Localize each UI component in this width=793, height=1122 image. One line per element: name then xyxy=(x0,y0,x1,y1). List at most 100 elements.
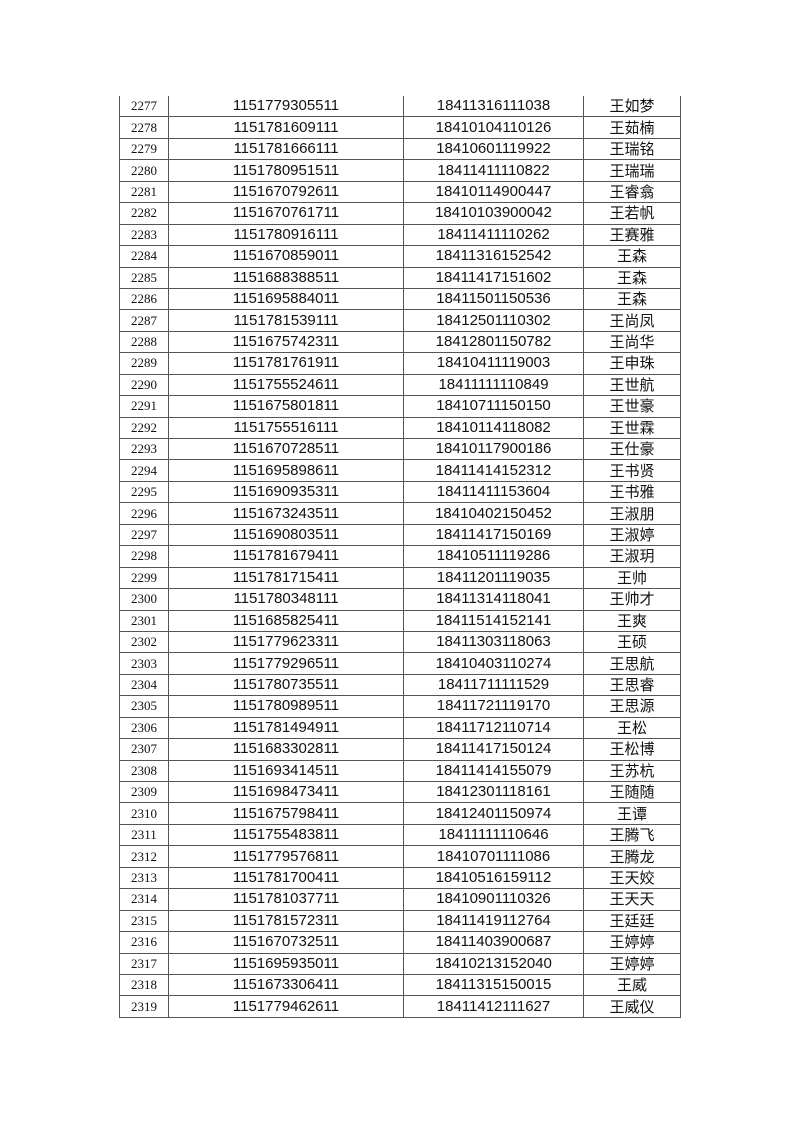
row-number-cell: 2282 xyxy=(119,202,169,225)
row-number-cell: 2313 xyxy=(119,866,169,890)
person-name-cell: 王苏杭 xyxy=(583,759,681,783)
row-number-cell: 2310 xyxy=(119,802,169,825)
exam-code-cell: 18411712110714 xyxy=(403,716,584,740)
exam-code-cell: 18411711111529 xyxy=(403,673,584,697)
table-row: 2300 1151780348111 18411314118041 王帅才 xyxy=(119,588,681,611)
person-name-cell: 王瑞瑞 xyxy=(583,159,681,182)
row-number-cell: 2318 xyxy=(119,973,169,997)
exam-code-cell: 18411111110849 xyxy=(403,373,584,397)
id-number-cell: 1151688388511 xyxy=(168,266,404,289)
table-row: 2316 1151670732511 18411403900687 王婷婷 xyxy=(119,931,681,954)
person-name-cell: 王茹楠 xyxy=(583,116,681,139)
row-number-cell: 2289 xyxy=(119,352,169,375)
table-row: 2283 1151780916111 18411411110262 王赛雅 xyxy=(119,223,681,247)
table-row: 2282 1151670761711 18410103900042 王若帆 xyxy=(119,202,681,225)
exam-code-cell: 18410403110274 xyxy=(403,652,584,675)
person-name-cell: 王廷廷 xyxy=(583,909,681,933)
person-name-cell: 王睿翕 xyxy=(583,180,681,204)
table-row: 2290 1151755524611 18411111110849 王世航 xyxy=(119,373,681,397)
table-row: 2296 1151673243511 18410402150452 王淑朋 xyxy=(119,502,681,525)
table-row: 2313 1151781700411 18410516159112 王天姣 xyxy=(119,866,681,890)
row-number-cell: 2312 xyxy=(119,845,169,868)
person-name-cell: 王随随 xyxy=(583,780,681,804)
person-name-cell: 王尚凤 xyxy=(583,309,681,332)
table-row: 2309 1151698473411 18412301118161 王随随 xyxy=(119,780,681,804)
row-number-cell: 2315 xyxy=(119,909,169,933)
table-row: 2303 1151779296511 18410403110274 王思航 xyxy=(119,652,681,675)
row-number-cell: 2284 xyxy=(119,245,169,268)
row-number-cell: 2278 xyxy=(119,116,169,139)
row-number-cell: 2308 xyxy=(119,759,169,783)
table-row: 2304 1151780735511 18411711111529 王思睿 xyxy=(119,673,681,697)
exam-code-cell: 18411417150169 xyxy=(403,523,584,547)
person-name-cell: 王威仪 xyxy=(583,995,681,1018)
exam-code-cell: 18410901110326 xyxy=(403,888,584,911)
row-number-cell: 2319 xyxy=(119,995,169,1018)
id-number-cell: 1151781666111 xyxy=(168,137,404,161)
person-name-cell: 王如梦 xyxy=(583,96,681,118)
id-number-cell: 1151755524611 xyxy=(168,373,404,397)
person-name-cell: 王硕 xyxy=(583,630,681,654)
exam-code-cell: 18412301118161 xyxy=(403,780,584,804)
exam-code-cell: 18411412111627 xyxy=(403,995,584,1018)
person-name-cell: 王淑婷 xyxy=(583,523,681,547)
exam-code-cell: 18411316152542 xyxy=(403,245,584,268)
exam-code-cell: 18411417150124 xyxy=(403,738,584,761)
id-number-cell: 1151675742311 xyxy=(168,330,404,354)
exam-code-cell: 18411314118041 xyxy=(403,588,584,611)
person-name-cell: 王书雅 xyxy=(583,480,681,504)
person-name-cell: 王世霖 xyxy=(583,416,681,440)
table-row: 2295 1151690935311 18411411153604 王书雅 xyxy=(119,480,681,504)
exam-code-cell: 18411403900687 xyxy=(403,931,584,954)
table-row: 2280 1151780951511 18411411110822 王瑞瑞 xyxy=(119,159,681,182)
table-row: 2302 1151779623311 18411303118063 王硕 xyxy=(119,630,681,654)
table-row: 2281 1151670792611 18410114900447 王睿翕 xyxy=(119,180,681,204)
table-row: 2306 1151781494911 18411712110714 王松 xyxy=(119,716,681,740)
exam-code-cell: 18411303118063 xyxy=(403,630,584,654)
id-number-cell: 1151673243511 xyxy=(168,502,404,525)
id-number-cell: 1151695884011 xyxy=(168,287,404,311)
exam-code-cell: 18410114118082 xyxy=(403,416,584,440)
table-row: 2310 1151675798411 18412401150974 王谭 xyxy=(119,802,681,825)
person-name-cell: 王松 xyxy=(583,716,681,740)
person-name-cell: 王仕豪 xyxy=(583,437,681,461)
row-number-cell: 2309 xyxy=(119,780,169,804)
table-row: 2307 1151683302811 18411417150124 王松博 xyxy=(119,738,681,761)
person-name-cell: 王爽 xyxy=(583,609,681,632)
table-row: 2278 1151781609111 18410104110126 王茹楠 xyxy=(119,116,681,139)
exam-code-cell: 18411417151602 xyxy=(403,266,584,289)
row-number-cell: 2314 xyxy=(119,888,169,911)
exam-code-cell: 18411414155079 xyxy=(403,759,584,783)
person-name-cell: 王思航 xyxy=(583,652,681,675)
person-name-cell: 王若帆 xyxy=(583,202,681,225)
id-number-cell: 1151779296511 xyxy=(168,652,404,675)
row-number-cell: 2290 xyxy=(119,373,169,397)
row-number-cell: 2298 xyxy=(119,545,169,568)
id-number-cell: 1151685825411 xyxy=(168,609,404,632)
exam-code-cell: 18410103900042 xyxy=(403,202,584,225)
person-name-cell: 王尚华 xyxy=(583,330,681,354)
table-row: 2284 1151670859011 18411316152542 王森 xyxy=(119,245,681,268)
person-name-cell: 王淑朋 xyxy=(583,502,681,525)
id-number-cell: 1151779305511 xyxy=(168,96,404,118)
exam-code-cell: 18411501150536 xyxy=(403,287,584,311)
id-number-cell: 1151673306411 xyxy=(168,973,404,997)
row-number-cell: 2297 xyxy=(119,523,169,547)
exam-code-cell: 18412501110302 xyxy=(403,309,584,332)
exam-code-cell: 18411414152312 xyxy=(403,459,584,482)
roster-table: 2277 1151779305511 18411316111038 王如梦 2278 11… xyxy=(119,96,681,1018)
row-number-cell: 2301 xyxy=(119,609,169,632)
person-name-cell: 王世豪 xyxy=(583,395,681,418)
person-name-cell: 王淑玥 xyxy=(583,545,681,568)
id-number-cell: 1151781494911 xyxy=(168,716,404,740)
table-row: 2297 1151690803511 18411417150169 王淑婷 xyxy=(119,523,681,547)
table-row: 2311 1151755483811 18411111110646 王腾飞 xyxy=(119,823,681,847)
table-row: 2292 1151755516111 18410114118082 王世霖 xyxy=(119,416,681,440)
id-number-cell: 1151780989511 xyxy=(168,695,404,718)
row-number-cell: 2292 xyxy=(119,416,169,440)
id-number-cell: 1151781700411 xyxy=(168,866,404,890)
table-row: 2285 1151688388511 18411417151602 王森 xyxy=(119,266,681,289)
exam-code-cell: 18411419112764 xyxy=(403,909,584,933)
id-number-cell: 1151698473411 xyxy=(168,780,404,804)
row-number-cell: 2288 xyxy=(119,330,169,354)
